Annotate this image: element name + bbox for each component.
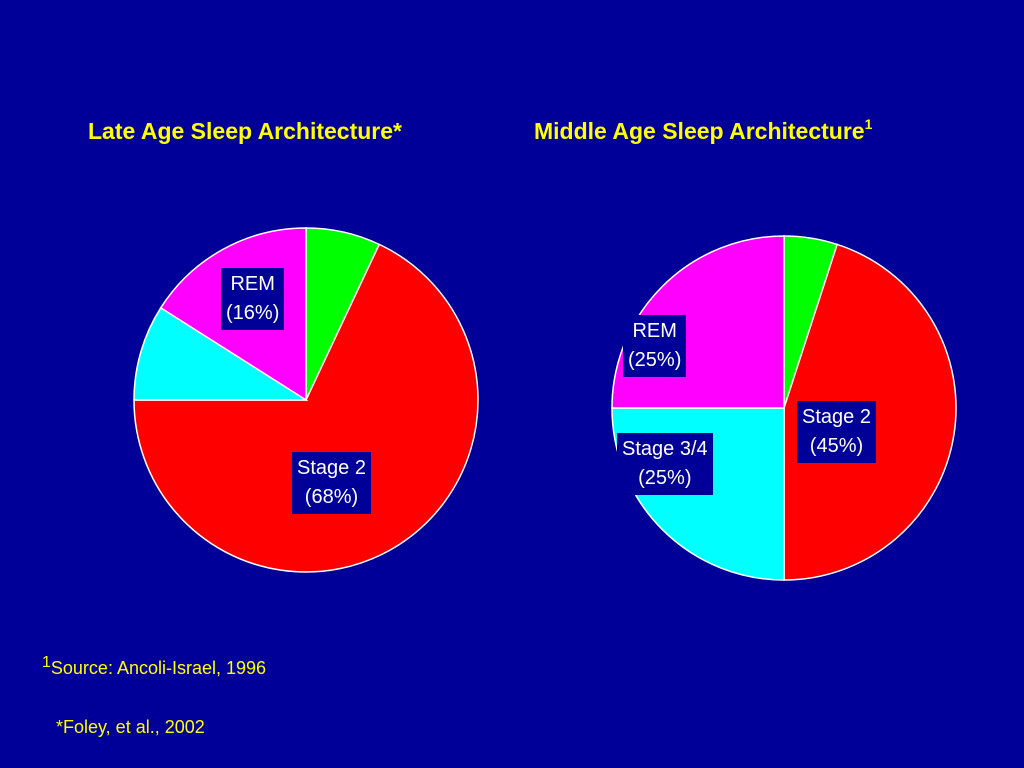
middle-age-stage2-pct: (45%) [809, 435, 864, 457]
middle-age-stage34-name: Stage 3/4 [622, 438, 708, 460]
middle-age-rem-name: REM [632, 320, 677, 342]
late-age-slice-2-slice [133, 306, 309, 401]
source-footnote-text: Source: Ancoli-Israel, 1996 [50, 658, 267, 678]
late-age-rem-label: REM (16%) [221, 268, 285, 330]
middle-age-title-superscript: 1 [864, 116, 873, 132]
source-footnote: 1Source: Ancoli-Israel, 1996 [42, 654, 267, 679]
source-footnote-mark: 1 [42, 654, 51, 671]
late-age-chart-title: Late Age Sleep Architecture* [88, 118, 402, 145]
late-age-stage2-label: Stage 2 (68%) [292, 452, 371, 514]
middle-age-chart-title: Middle Age Sleep Architecture1 [534, 116, 873, 145]
late-age-title-text: Late Age Sleep Architecture* [88, 118, 403, 144]
late-age-stage-2-slice [133, 243, 479, 573]
middle-age-title-text: Middle Age Sleep Architecture [534, 118, 865, 144]
middle-age-stage34-label: Stage 3/4 (25%) [617, 433, 713, 495]
late-age-stage2-pct: (68%) [304, 486, 359, 508]
late-age-rem-name: REM [230, 273, 275, 295]
foley-footnote-text: *Foley, et al., 2002 [56, 717, 205, 737]
foley-footnote: *Foley, et al., 2002 [56, 717, 205, 738]
middle-age-stage2-name: Stage 2 [802, 406, 871, 428]
middle-age-rem-label: REM (25%) [623, 315, 687, 377]
late-age-stage2-name: Stage 2 [297, 457, 366, 479]
middle-age-rem-pct: (25%) [628, 349, 682, 371]
middle-age-stage2-label: Stage 2 (45%) [797, 401, 876, 463]
late-age-rem-pct: (16%) [226, 302, 280, 324]
middle-age-stage34-pct: (25%) [638, 467, 692, 489]
